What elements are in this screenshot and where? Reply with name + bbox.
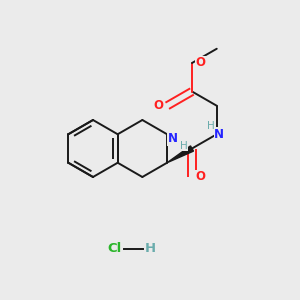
Text: N: N	[167, 132, 177, 145]
Text: O: O	[195, 170, 206, 184]
Text: H: H	[180, 141, 188, 151]
Text: O: O	[195, 56, 206, 70]
Polygon shape	[167, 146, 194, 163]
Text: N: N	[214, 128, 224, 141]
Text: Cl: Cl	[107, 242, 121, 256]
Text: H: H	[144, 242, 156, 256]
Text: O: O	[154, 99, 164, 112]
Text: H: H	[208, 121, 215, 131]
